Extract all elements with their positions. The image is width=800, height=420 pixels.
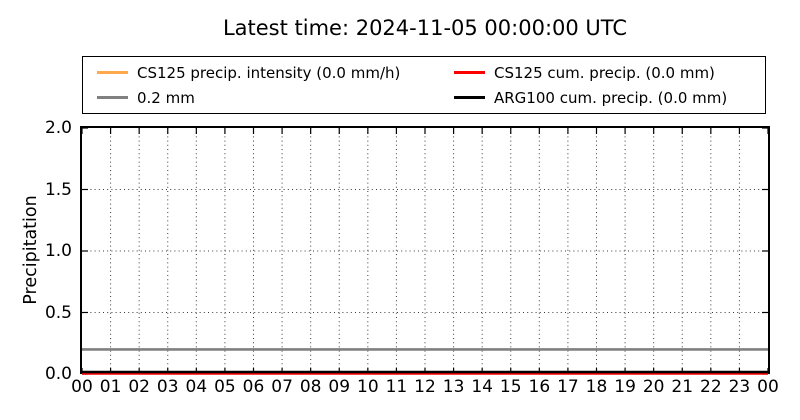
x-tick-label: 01 bbox=[99, 377, 122, 397]
legend-line-swatch bbox=[454, 96, 485, 99]
y-tick-label: 0.5 bbox=[44, 302, 72, 323]
x-tick-label: 03 bbox=[156, 377, 179, 397]
x-tick-label: 00 bbox=[757, 377, 779, 397]
x-tick-label: 09 bbox=[328, 377, 351, 397]
legend-line-swatch bbox=[454, 71, 485, 74]
x-tick-label: 21 bbox=[671, 377, 694, 397]
legend-item: ARG100 cum. precip. (0.0 mm) bbox=[424, 89, 765, 107]
plot-canvas bbox=[81, 127, 769, 375]
legend-line-swatch bbox=[97, 96, 128, 99]
x-tick-label: 17 bbox=[557, 377, 579, 397]
x-tick-label: 00 bbox=[71, 377, 93, 397]
plot-area bbox=[80, 126, 770, 375]
legend-item: CS125 cum. precip. (0.0 mm) bbox=[424, 64, 765, 82]
legend-item: CS125 precip. intensity (0.0 mm/h) bbox=[83, 64, 424, 82]
x-tick-label: 18 bbox=[585, 377, 608, 397]
x-tick-label: 13 bbox=[442, 377, 465, 397]
x-tick-label: 02 bbox=[128, 377, 150, 397]
legend-item: 0.2 mm bbox=[83, 89, 424, 107]
y-tick-label: 1.0 bbox=[44, 241, 72, 261]
x-tick-label: 14 bbox=[471, 377, 493, 397]
legend-line-swatch bbox=[97, 71, 128, 74]
y-tick-label: 0.0 bbox=[44, 364, 72, 384]
x-tick-label: 22 bbox=[700, 377, 722, 397]
x-tick-label: 04 bbox=[185, 377, 208, 397]
x-tick-label: 07 bbox=[271, 377, 293, 397]
y-tick-labels: 0.0 0.5 1.0 1.5 2.0 bbox=[0, 118, 74, 384]
legend-label: CS125 cum. precip. (0.0 mm) bbox=[494, 63, 715, 82]
x-tick-label: 08 bbox=[299, 377, 322, 397]
x-tick-label: 05 bbox=[214, 377, 236, 397]
legend-label: CS125 precip. intensity (0.0 mm/h) bbox=[137, 63, 401, 82]
x-tick-label: 15 bbox=[499, 377, 522, 397]
x-tick-label: 10 bbox=[357, 377, 379, 397]
legend: CS125 precip. intensity (0.0 mm/h) CS125 … bbox=[82, 56, 766, 114]
y-tick-label: 2.0 bbox=[44, 118, 72, 138]
x-tick-label: 19 bbox=[614, 377, 636, 397]
x-tick-label: 20 bbox=[642, 377, 665, 397]
chart-title: Latest time: 2024-11-05 00:00:00 UTC bbox=[222, 16, 628, 40]
x-tick-labels: 00 01 02 03 04 05 06 07 08 09 10 11 12 13 14 15 16 17 18 19… bbox=[71, 377, 779, 399]
legend-label: 0.2 mm bbox=[137, 88, 195, 107]
x-tick-label: 23 bbox=[728, 377, 751, 397]
x-tick-label: 12 bbox=[414, 377, 436, 397]
legend-label: ARG100 cum. precip. (0.0 mm) bbox=[494, 88, 728, 107]
x-tick-label: 16 bbox=[528, 377, 551, 397]
y-tick-label: 1.5 bbox=[44, 179, 72, 200]
x-tick-label: 11 bbox=[385, 377, 408, 397]
x-tick-label: 06 bbox=[242, 377, 265, 397]
